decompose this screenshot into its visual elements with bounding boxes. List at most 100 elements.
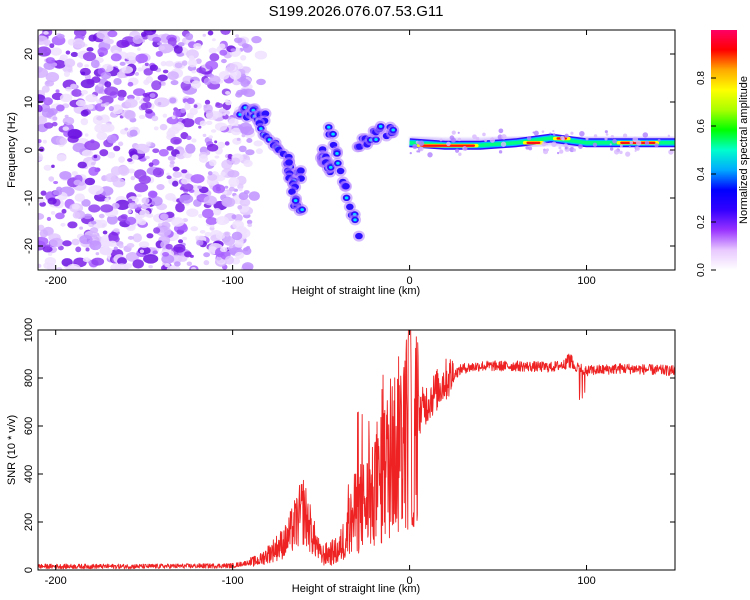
snr-ytick-label: 800 (23, 369, 35, 387)
noise-blob (156, 183, 165, 191)
noise-blob (134, 71, 139, 76)
noise-blob (208, 47, 217, 54)
noise-blob (82, 257, 91, 263)
signal-speckle (604, 130, 608, 134)
noise-blob (186, 97, 195, 105)
noise-blob (107, 30, 118, 38)
noise-blob (87, 160, 96, 168)
signal-speckle (525, 146, 529, 150)
noise-blob (110, 166, 122, 176)
noise-blob (97, 219, 108, 229)
noise-blob (117, 89, 127, 98)
branch-peak (326, 125, 331, 129)
noise-blob (219, 49, 228, 56)
spectrogram-x-axis: -200 -100 0 100 (45, 30, 596, 287)
noise-blob (182, 98, 188, 103)
signal-speckle (549, 132, 552, 135)
noise-blob (225, 90, 231, 95)
noise-blob (218, 43, 226, 50)
signal-trace (409, 128, 675, 158)
noise-blob (116, 71, 126, 79)
noise-blob (215, 232, 226, 240)
noise-blob (49, 237, 64, 248)
noise-blob (53, 59, 66, 69)
noise-blob (102, 36, 111, 44)
noise-blob (138, 241, 150, 248)
noise-blob (136, 194, 142, 198)
noise-blob (243, 247, 249, 252)
noise-blob (86, 78, 95, 85)
signal-speckle (500, 141, 507, 147)
noise-blob (231, 214, 237, 220)
noise-blob (152, 36, 162, 43)
signal-speckle (585, 137, 589, 141)
branch-peak (300, 208, 304, 212)
noise-blob (64, 58, 76, 68)
spectrogram-xtick-label: 100 (577, 275, 595, 287)
signal-speckle (572, 148, 577, 152)
snr-frame (37, 329, 676, 571)
signal-speckle (667, 134, 671, 138)
noise-blob (124, 52, 138, 61)
signal-speckle (489, 137, 496, 143)
signal-speckle (556, 151, 560, 155)
noise-blob (43, 61, 56, 70)
noise-blob (213, 207, 222, 216)
noise-blob (157, 42, 162, 46)
noise-blob (116, 39, 130, 48)
noise-blob (198, 125, 202, 129)
noise-blob (99, 95, 114, 105)
noise-blob (84, 140, 101, 151)
noise-blob (143, 254, 159, 264)
noise-blob (196, 67, 206, 74)
noise-blob (67, 221, 78, 229)
signal-speckle (625, 151, 631, 157)
noise-blob (62, 240, 72, 247)
noise-blob (193, 104, 198, 108)
signal-speckle (498, 128, 504, 134)
noise-blob (143, 96, 151, 102)
noise-blob (153, 126, 159, 131)
signal-speckle (635, 140, 642, 146)
signal-speckle (563, 143, 568, 148)
noise-blob (107, 151, 116, 159)
snr-x-axis: -200 -100 0 100 (45, 330, 596, 587)
noise-blob (99, 114, 110, 124)
noise-blob (141, 197, 150, 204)
noise-blob (243, 159, 253, 167)
noise-blob (118, 141, 124, 147)
noise-blob (157, 223, 163, 227)
noise-blob (71, 89, 82, 97)
noise-blob (148, 264, 153, 269)
noise-blob (152, 167, 165, 178)
noise-blob (86, 47, 94, 52)
snr-ylabel: SNR (10 * v/v) (6, 415, 18, 485)
noise-blob (113, 228, 120, 233)
spectrogram-xtick-label: -200 (45, 275, 67, 287)
noise-blob (248, 191, 260, 201)
signal-speckle (570, 131, 574, 135)
signal-speckle (457, 137, 462, 142)
noise-blob (43, 122, 54, 129)
noise-blob (84, 177, 96, 186)
noise-blob (186, 208, 199, 217)
noise-blob (77, 161, 88, 169)
noise-blob (188, 55, 195, 61)
noise-blob (157, 74, 168, 82)
noise-blob (231, 231, 243, 241)
noise-blob (45, 244, 51, 250)
signal-speckle (482, 132, 486, 137)
noise-blob (155, 51, 163, 57)
branch-core (261, 110, 270, 117)
branch-peak (344, 196, 349, 200)
noise-blob (70, 51, 79, 58)
snr-xlabel: Height of straight line (km) (292, 583, 420, 595)
noise-blob (127, 158, 133, 162)
noise-blob (127, 81, 134, 87)
branch-core (346, 203, 354, 211)
noise-blob (85, 247, 90, 252)
noise-blob (63, 71, 70, 77)
signal-speckle (541, 141, 547, 147)
snr-panel: -200 -100 0 100 0 200 400 600 800 1000 Height of… (6, 318, 676, 595)
